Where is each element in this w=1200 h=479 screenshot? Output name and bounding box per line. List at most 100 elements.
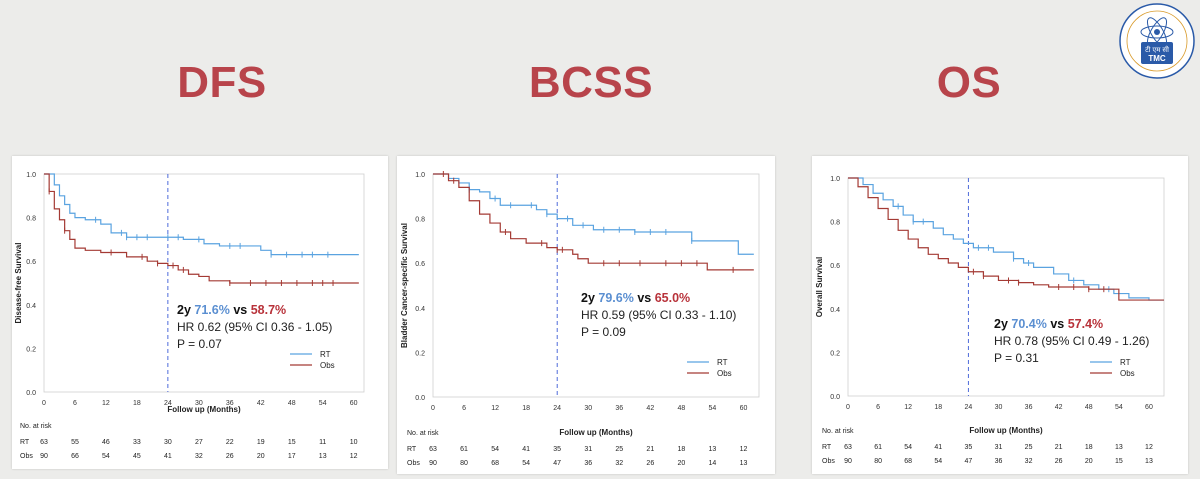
x-tick-label: 30 <box>195 400 203 407</box>
plot-frame <box>847 177 1165 397</box>
y-tick-label: 0.0 <box>26 390 36 397</box>
risk-table-cell: 13 <box>319 453 327 460</box>
y-axis-label: Bladder Cancer-specific Survival <box>400 223 409 348</box>
x-tick-label: 12 <box>102 400 110 407</box>
km-chart-card-bcss: 0.0 0.2 0.4 0.6 0.8 1.0 0 6 12 18 24 30 36 42 48 54 60 Fo… <box>397 156 775 474</box>
risk-table-cell: 33 <box>133 439 141 446</box>
risk-table-cell: 10 <box>350 439 358 446</box>
risk-table-row-label: RT <box>407 446 417 453</box>
annotation-segment: vs <box>634 291 655 305</box>
annotation-segment: 2y <box>581 291 598 305</box>
y-tick-label: 0.8 <box>830 220 840 227</box>
risk-table-cell: 15 <box>288 439 296 446</box>
risk-table-cell: 63 <box>844 444 852 451</box>
y-tick-label: 0.8 <box>26 216 36 223</box>
risk-table-header: No. at risk <box>822 428 854 435</box>
risk-table-cell: 36 <box>584 460 592 467</box>
annotation-segment: 2y <box>177 303 194 317</box>
y-tick-label: 0.2 <box>26 346 36 353</box>
risk-table-cell: 27 <box>195 439 203 446</box>
risk-table-cell: 21 <box>646 446 654 453</box>
risk-table-cell: 11 <box>319 439 326 446</box>
x-tick-label: 54 <box>1115 404 1123 411</box>
risk-table-cell: 17 <box>288 453 296 460</box>
x-tick-label: 30 <box>995 404 1003 411</box>
risk-table-cell: 20 <box>257 453 265 460</box>
risk-table-cell: 12 <box>1145 444 1153 451</box>
x-tick-label: 30 <box>584 405 592 412</box>
risk-table-cell: 54 <box>934 458 942 465</box>
x-tick-label: 0 <box>42 400 46 407</box>
legend-label-rt: RT <box>1120 358 1131 367</box>
x-tick-label: 24 <box>964 404 972 411</box>
x-tick-label: 18 <box>133 400 141 407</box>
risk-table-cell: 25 <box>615 446 623 453</box>
risk-table-cell: 30 <box>164 439 172 446</box>
risk-table-cell: 90 <box>40 453 48 460</box>
y-tick-label: 0.0 <box>415 395 425 402</box>
x-tick-label: 6 <box>73 400 77 407</box>
x-tick-label: 60 <box>740 405 748 412</box>
x-tick-label: 42 <box>646 405 654 412</box>
risk-table-cell: 32 <box>195 453 203 460</box>
y-tick-label: 0.4 <box>415 306 425 313</box>
annotation-p-value: P = 0.09 <box>581 325 626 339</box>
x-axis-label: Follow up (Months) <box>559 428 633 437</box>
y-tick-label: 0.6 <box>830 263 840 270</box>
risk-table-cell: 13 <box>740 460 748 467</box>
legend-label-obs: Obs <box>717 369 732 378</box>
plot-frame <box>432 173 760 398</box>
risk-table-header: No. at risk <box>407 430 439 437</box>
annotation-segment: 57.4% <box>1068 317 1103 331</box>
risk-table-cell: 80 <box>460 460 468 467</box>
annotation-segment: 79.6% <box>598 291 633 305</box>
y-tick-label: 0.0 <box>830 394 840 401</box>
risk-table-cell: 80 <box>874 458 882 465</box>
tmc-logo: टी एम सी TMC <box>1119 3 1195 79</box>
km-curve-obs <box>44 173 359 284</box>
legend-label-obs: Obs <box>320 361 335 370</box>
x-tick-label: 48 <box>288 400 296 407</box>
risk-table-cell: 12 <box>350 453 358 460</box>
risk-table-cell: 68 <box>904 458 912 465</box>
risk-table-cell: 54 <box>904 444 912 451</box>
logo-text-devanagari: टी एम सी <box>1145 45 1169 54</box>
x-tick-label: 6 <box>462 405 466 412</box>
risk-table-cell: 63 <box>429 446 437 453</box>
logo-text-latin: TMC <box>1148 54 1166 63</box>
x-tick-label: 60 <box>1145 404 1153 411</box>
annotation-segment: vs <box>1047 317 1068 331</box>
annotation-segment: 2y <box>994 317 1011 331</box>
risk-table-cell: 32 <box>615 460 623 467</box>
x-tick-label: 0 <box>431 405 435 412</box>
panel-title-bcss: BCSS <box>528 58 654 107</box>
annotation-hr: HR 0.78 (95% CI 0.49 - 1.26) <box>994 334 1149 348</box>
y-axis-label: Overall Survival <box>815 257 824 317</box>
risk-table-cell: 61 <box>874 444 882 451</box>
risk-table-cell: 19 <box>257 439 265 446</box>
panel-title-os: OS <box>936 58 1002 107</box>
y-tick-label: 1.0 <box>830 176 840 183</box>
annotation-2y-line: 2y 79.6% vs 65.0% <box>581 291 690 305</box>
annotation-2y-line: 2y 71.6% vs 58.7% <box>177 303 286 317</box>
km-curve-rt <box>44 173 359 256</box>
x-tick-label: 18 <box>934 404 942 411</box>
risk-table-cell: 61 <box>460 446 468 453</box>
annotation-segment: 58.7% <box>251 303 286 317</box>
risk-table-row-label: RT <box>822 444 832 451</box>
y-tick-label: 1.0 <box>415 172 425 179</box>
annotation-hr: HR 0.59 (95% CI 0.33 - 1.10) <box>581 308 736 322</box>
risk-table-cell: 47 <box>964 458 972 465</box>
risk-table-row-label: Obs <box>20 453 33 460</box>
x-axis-label: Follow up (Months) <box>167 405 241 414</box>
risk-table-cell: 21 <box>1055 444 1063 451</box>
risk-table-cell: 26 <box>646 460 654 467</box>
x-tick-label: 42 <box>1055 404 1063 411</box>
risk-table-cell: 26 <box>226 453 234 460</box>
legend-label-rt: RT <box>717 358 728 367</box>
y-tick-label: 1.0 <box>26 172 36 179</box>
x-tick-label: 36 <box>226 400 234 407</box>
risk-table-cell: 68 <box>491 460 499 467</box>
x-tick-label: 54 <box>709 405 717 412</box>
annotation-p-value: P = 0.07 <box>177 337 222 351</box>
